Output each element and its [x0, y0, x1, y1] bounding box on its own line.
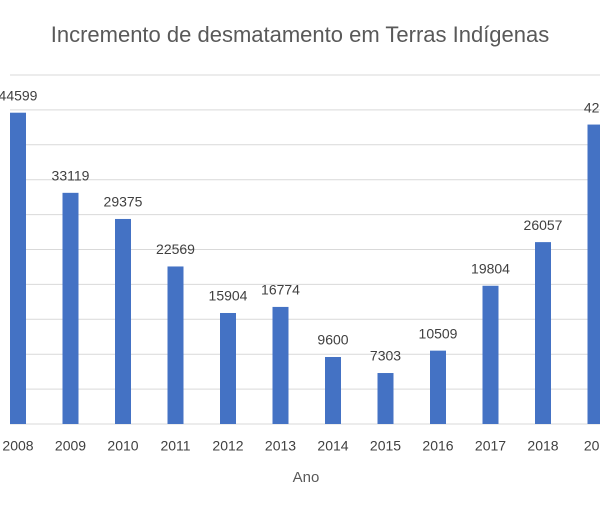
data-label: 26057 [524, 217, 563, 233]
x-tick-label: 2012 [212, 438, 243, 454]
x-tick-label: 2014 [317, 438, 348, 454]
bar [482, 285, 499, 424]
x-axis-label: Ano [293, 469, 320, 486]
x-tick-label: 2017 [475, 438, 506, 454]
data-label: 16774 [261, 282, 300, 298]
bar [10, 112, 26, 425]
x-tick-label: 2015 [370, 438, 401, 454]
data-label: 29375 [104, 194, 143, 210]
x-tick-label: 2008 [2, 438, 33, 454]
data-label: 22569 [156, 241, 195, 257]
data-label: 15904 [209, 288, 248, 304]
bar [220, 312, 236, 424]
data-label: 9600 [317, 332, 348, 348]
bar [115, 218, 131, 424]
bar [535, 242, 551, 424]
bar [272, 306, 289, 424]
bar [62, 192, 79, 424]
x-tick-label: 2010 [107, 438, 138, 454]
x-tick-label: 2009 [55, 438, 86, 454]
chart-title: Incremento de desmatamento em Terras Ind… [51, 22, 550, 47]
data-label: 429 [584, 99, 600, 115]
x-tick-label: 201 [584, 438, 600, 454]
x-tick-label: 2018 [527, 438, 558, 454]
bar [325, 356, 341, 424]
bar [167, 266, 184, 424]
data-label: 19804 [471, 260, 510, 276]
bar [377, 373, 394, 424]
x-tick-label: 2016 [422, 438, 453, 454]
x-tick-label: 2011 [160, 438, 190, 454]
data-label: 10509 [419, 325, 458, 341]
bar [587, 124, 600, 425]
data-label: 7303 [370, 348, 401, 364]
data-label: 44599 [0, 87, 38, 103]
x-tick-label: 2013 [265, 438, 296, 454]
data-label: 33119 [52, 168, 90, 184]
bar [430, 350, 446, 424]
